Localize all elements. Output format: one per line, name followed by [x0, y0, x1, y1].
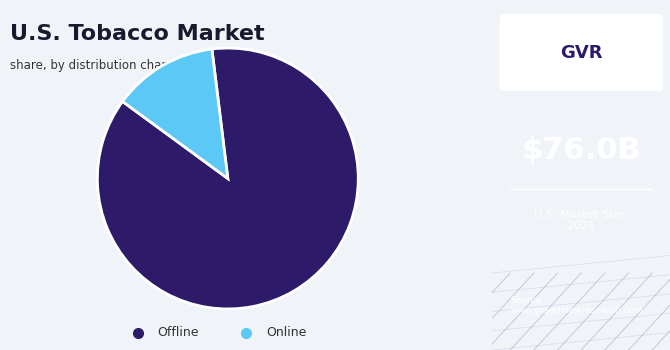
Text: share, by distribution channel, 2021 (%): share, by distribution channel, 2021 (%): [10, 60, 249, 72]
Text: Source:
www.grandviewresearch.com: Source: www.grandviewresearch.com: [511, 296, 643, 315]
Wedge shape: [97, 48, 358, 309]
Text: GVR: GVR: [560, 43, 602, 62]
Text: U.S. Market Size,
2021: U.S. Market Size, 2021: [534, 210, 628, 231]
FancyBboxPatch shape: [500, 14, 663, 91]
Text: Online: Online: [266, 326, 306, 339]
Wedge shape: [123, 49, 228, 178]
Text: U.S. Tobacco Market: U.S. Tobacco Market: [10, 25, 265, 44]
Text: $76.0B: $76.0B: [521, 136, 641, 165]
Text: Offline: Offline: [157, 326, 199, 339]
